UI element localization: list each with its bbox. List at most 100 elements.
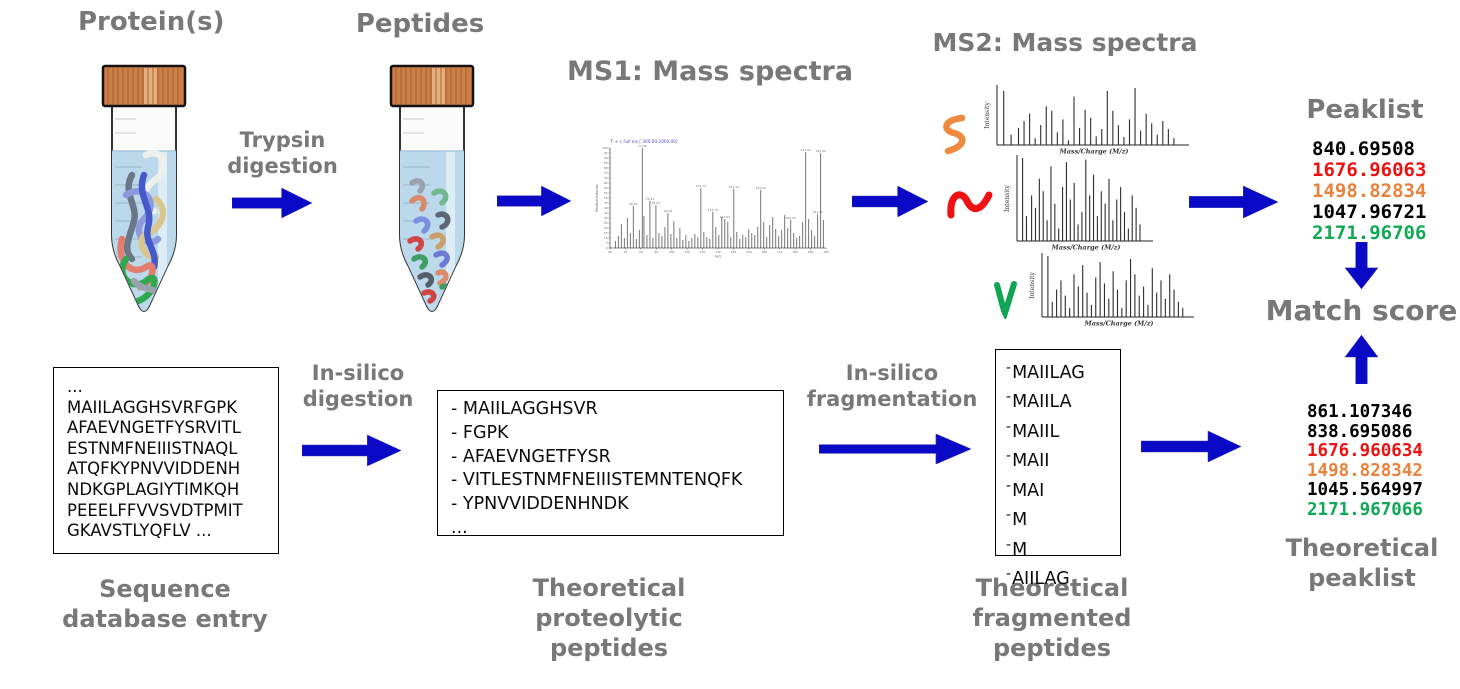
- svg-text:195.02: 195.02: [815, 149, 826, 153]
- svg-text:Mass/Charge (M/z): Mass/Charge (M/z): [1051, 244, 1121, 252]
- insilico-digestion-label: In-silico digestion: [302, 361, 414, 412]
- svg-text:79.92: 79.92: [646, 197, 655, 201]
- ms2-spectrum-1-chart: Intensity Mass/Charge (M/z): [984, 85, 1189, 156]
- svg-text:45: 45: [604, 201, 608, 205]
- peak-value: 2171.967066: [1307, 499, 1423, 520]
- box-line: -MAI: [1006, 477, 1045, 501]
- svg-text:60: 60: [608, 250, 612, 254]
- tube-contents: [400, 150, 464, 311]
- svg-text:50: 50: [604, 196, 608, 200]
- protein-squiggles: [117, 150, 167, 305]
- box-line: NDKGPLAGIYTIMKQH: [67, 479, 240, 499]
- svg-text:Relative Intensity: Relative Intensity: [595, 184, 599, 212]
- svg-text:m/z: m/z: [715, 255, 722, 259]
- box-line: AFAEVNGETFYSRVITL: [67, 418, 241, 438]
- svg-text:180: 180: [792, 250, 798, 254]
- box-line: -MAII: [1006, 448, 1050, 472]
- svg-text:85: 85: [604, 161, 608, 165]
- svg-text:90: 90: [604, 156, 608, 160]
- svg-text:193.22: 193.22: [812, 210, 823, 214]
- box-line: - AFAEVNGETFYSR: [451, 446, 611, 467]
- ms2-title: MS2: Mass spectra: [932, 28, 1198, 57]
- green-peptide-icon: [994, 281, 1017, 319]
- svg-text:90: 90: [655, 250, 659, 254]
- svg-text:60: 60: [604, 186, 608, 190]
- svg-text:180.54: 180.54: [786, 216, 797, 220]
- svg-text:T: + c Full ms [ 300.00-2000.0: T: + c Full ms [ 300.00-2000.00]: [609, 139, 678, 144]
- peak-value: 1676.960634: [1307, 441, 1423, 461]
- peak-value: 840.69508: [1312, 138, 1415, 160]
- arrow-fragments-to-theoretical-peaklist: [1141, 431, 1241, 462]
- box-line: -AIILAG: [1006, 566, 1070, 590]
- ms2-spectrum-3-chart: Intensity Mass/Charge (M/z): [1029, 253, 1194, 328]
- box-line: ...: [67, 377, 83, 396]
- ms2-spectrum-2-chart: Intensity Mass/Charge (M/z): [1004, 155, 1153, 252]
- svg-text:55: 55: [604, 191, 608, 195]
- protein-tube-image: [101, 64, 187, 312]
- match-score-label: Match score: [1265, 294, 1458, 327]
- svg-text:65: 65: [604, 181, 608, 185]
- svg-text:130: 130: [715, 250, 721, 254]
- svg-text:Intensity: Intensity: [1004, 184, 1011, 211]
- svg-text:Intensity: Intensity: [1029, 271, 1036, 298]
- peak-value: 2171.96706: [1312, 222, 1427, 244]
- svg-text:95: 95: [604, 151, 608, 155]
- theoretical-peaklist-label: Theoretical peaklist: [1285, 534, 1439, 592]
- trypsin-digestion-label: Trypsin digestion: [227, 128, 338, 179]
- peptides-tube-image: [389, 64, 475, 312]
- svg-text:200: 200: [823, 250, 829, 254]
- box-line: - MAIILAGGHSVR: [451, 399, 598, 419]
- svg-text:72.08: 72.08: [638, 144, 647, 148]
- fragmented-peptides-box: -MAIILAG -MAIILA -MAIIL -MAII -MAI -M -M -AIILA…: [995, 349, 1121, 589]
- box-line: GKAVSTLYQFLV ...: [67, 521, 212, 541]
- insilico-fragmentation-label: In-silico fragmentation: [806, 361, 978, 412]
- svg-text:191.02: 191.02: [800, 148, 811, 152]
- peak-value: 861.107346: [1307, 402, 1413, 422]
- svg-text:Mass/Charge (M/z): Mass/Charge (M/z): [1059, 148, 1129, 156]
- arrow-trypsin-digestion: [232, 188, 312, 218]
- svg-text:190: 190: [808, 250, 814, 254]
- svg-text:66.06: 66.06: [629, 202, 638, 206]
- svg-text:120: 120: [700, 250, 706, 254]
- arrow-insilico-digestion: [302, 435, 401, 466]
- svg-text:5: 5: [606, 241, 608, 245]
- svg-text:Mass/Charge (M/z): Mass/Charge (M/z): [1084, 320, 1154, 328]
- svg-text:140: 140: [731, 250, 737, 254]
- svg-text:100: 100: [602, 146, 608, 150]
- svg-text:75: 75: [604, 171, 608, 175]
- box-line: - FGPK: [451, 422, 509, 443]
- peak-value: 838.695086: [1307, 421, 1413, 442]
- box-line: - YPNVVIDDENHNDK: [451, 494, 629, 515]
- arrow-ms2-to-peaklist: [1189, 186, 1278, 218]
- ms1-spectrum-chart: T: + c Full ms [ 300.00-2000.00]10095908…: [595, 139, 829, 259]
- box-line: ESTNMFNEIIISTNAQL: [67, 438, 238, 458]
- peaklist-title: Peaklist: [1306, 95, 1424, 125]
- box-line: -M: [1006, 536, 1028, 560]
- box-line: - VITLESTNMFNEIIISTEMNTENQFK: [451, 470, 743, 491]
- tube-cap: [389, 64, 475, 108]
- svg-text:25: 25: [604, 221, 608, 225]
- box-line: -MAIILAG: [1006, 360, 1085, 383]
- svg-text:82.05: 82.05: [652, 201, 661, 205]
- box-line: -M: [1006, 507, 1028, 531]
- svg-text:80: 80: [639, 250, 643, 254]
- peak-value: 1676.96063: [1312, 159, 1427, 181]
- svg-text:15: 15: [604, 231, 608, 235]
- peak-value: 1047.96721: [1312, 201, 1427, 223]
- arrow-insilico-fragmentation: [819, 434, 971, 464]
- svg-text:0: 0: [606, 246, 608, 250]
- svg-text:161.02: 161.02: [756, 186, 767, 190]
- svg-text:40: 40: [604, 206, 608, 210]
- ms1-title: MS1: Mass spectra: [566, 56, 854, 87]
- peaklist-values: 840.69508 1676.96063 1498.82834 1047.96721 2…: [1312, 139, 1426, 244]
- svg-text:141.03: 141.03: [720, 215, 731, 219]
- svg-text:70: 70: [604, 176, 608, 180]
- box-line: -MAIILA: [1006, 389, 1072, 413]
- svg-text:Intensity: Intensity: [984, 101, 991, 128]
- svg-text:20: 20: [604, 226, 608, 230]
- protein-title: Protein(s): [78, 7, 225, 37]
- box-line: -MAIIL: [1006, 418, 1060, 442]
- svg-text:132.73: 132.73: [696, 184, 707, 188]
- box-line: ATQFKYPNVVIDDENH: [67, 459, 241, 479]
